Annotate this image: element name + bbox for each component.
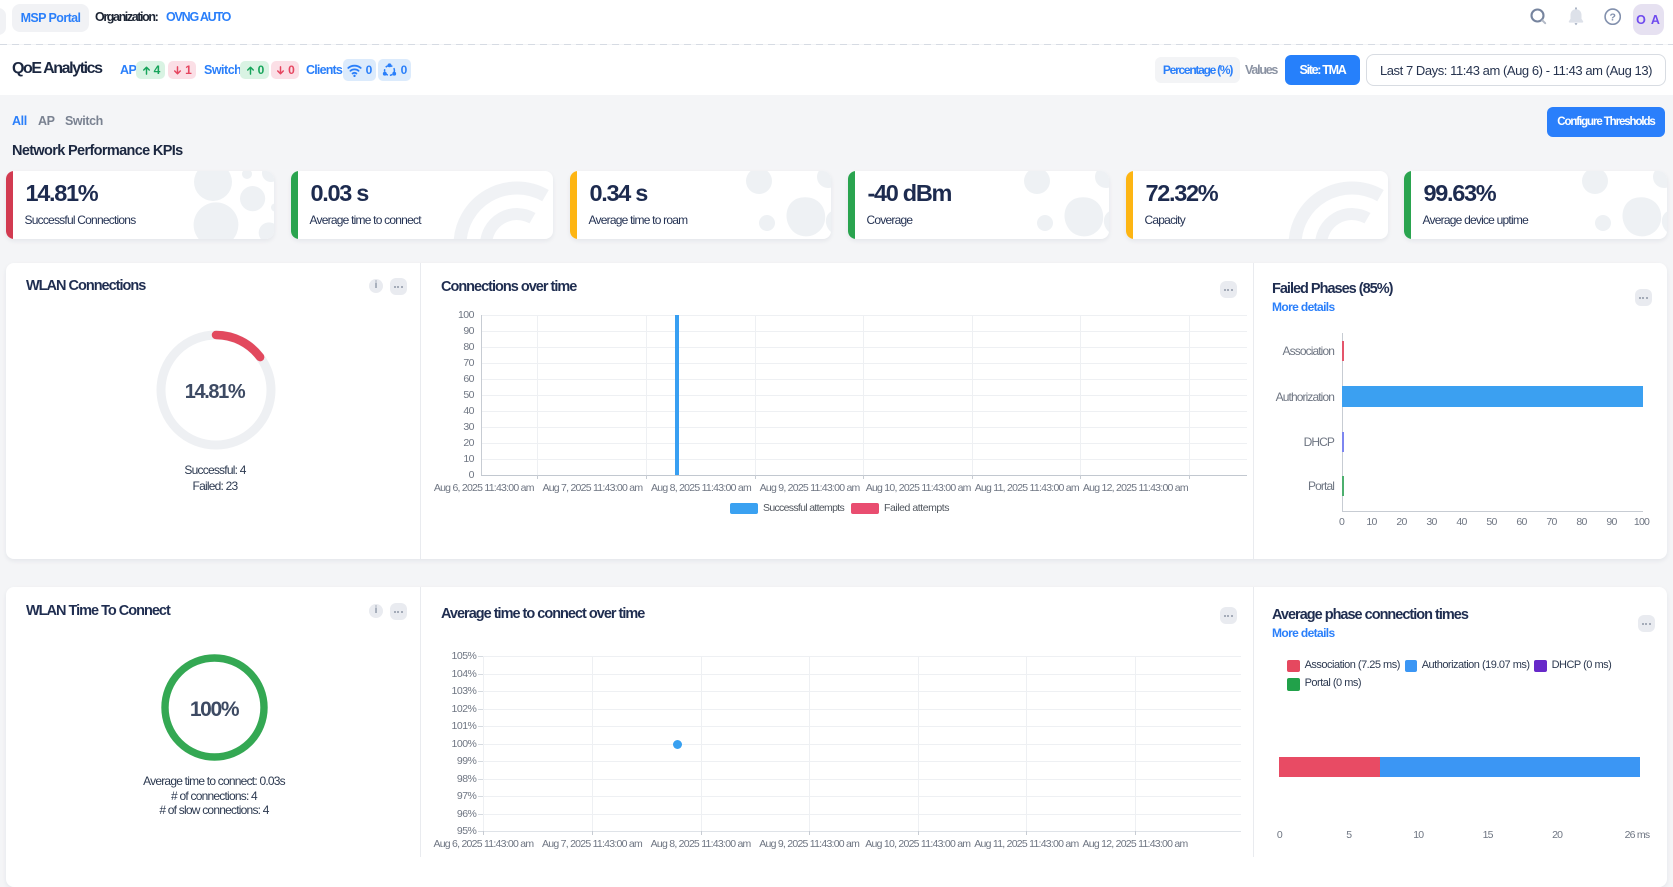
svg-text:?: ? <box>1609 11 1615 23</box>
